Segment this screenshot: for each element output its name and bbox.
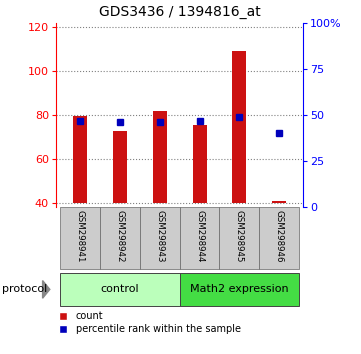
Bar	[60, 273, 180, 306]
Bar	[259, 207, 299, 269]
Legend: count, percentile rank within the sample: count, percentile rank within the sample	[53, 311, 241, 334]
Bar	[113, 131, 127, 203]
Title: GDS3436 / 1394816_at: GDS3436 / 1394816_at	[99, 5, 261, 19]
Text: GSM298944: GSM298944	[195, 210, 204, 263]
Text: control: control	[100, 284, 139, 295]
Bar	[73, 116, 87, 203]
Bar	[140, 207, 180, 269]
Text: protocol: protocol	[2, 284, 47, 295]
Text: Math2 expression: Math2 expression	[190, 284, 289, 295]
Bar	[219, 207, 259, 269]
Text: GSM298945: GSM298945	[235, 210, 244, 263]
Bar	[60, 207, 100, 269]
Text: GSM298943: GSM298943	[155, 210, 164, 263]
Bar	[192, 125, 206, 203]
Bar	[180, 207, 219, 269]
Bar	[232, 51, 247, 203]
Bar	[180, 273, 299, 306]
Polygon shape	[43, 280, 50, 298]
Bar	[272, 200, 286, 203]
Bar	[100, 207, 140, 269]
Text: GSM298942: GSM298942	[115, 210, 124, 263]
Text: GSM298941: GSM298941	[75, 210, 84, 263]
Bar	[153, 111, 167, 203]
Text: GSM298946: GSM298946	[275, 210, 284, 263]
